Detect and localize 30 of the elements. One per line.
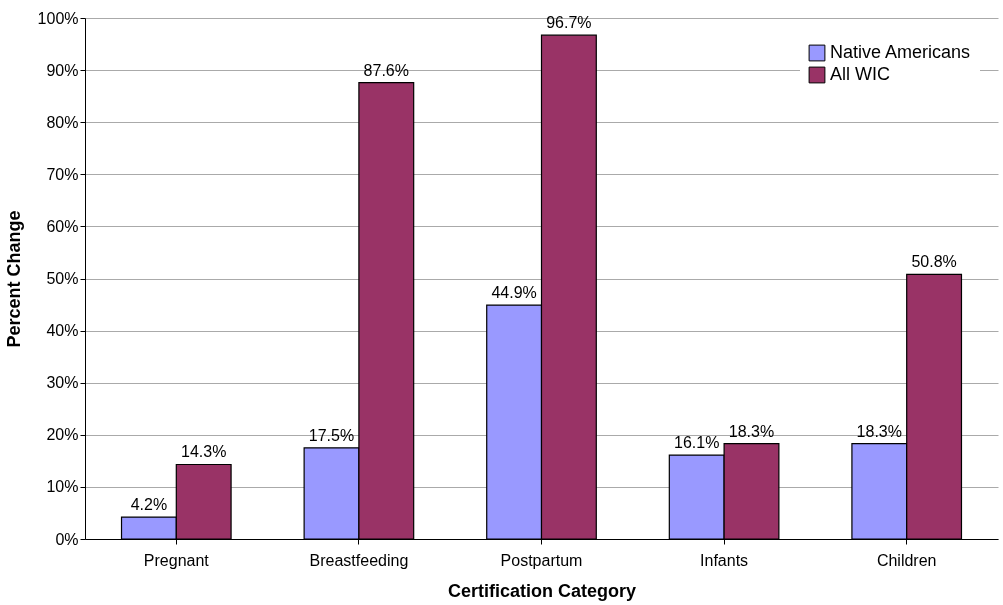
- data-label: 16.1%: [674, 434, 720, 452]
- y-tick-label: 100%: [37, 9, 79, 27]
- data-label: 96.7%: [546, 14, 592, 32]
- y-tick-label: 80%: [46, 113, 79, 131]
- x-tick-label: Infants: [700, 551, 749, 569]
- data-label: 44.9%: [491, 284, 537, 302]
- data-label: 50.8%: [911, 253, 957, 271]
- y-tick-label: 0%: [55, 530, 79, 548]
- x-tick-label: Breastfeeding: [309, 551, 409, 569]
- x-axis-title: Certification Category: [447, 580, 637, 601]
- y-tick-label: 70%: [46, 165, 79, 183]
- y-tick-label: 60%: [46, 217, 79, 235]
- y-tick-label: 40%: [46, 322, 79, 340]
- x-tick-label: Postpartum: [500, 551, 583, 569]
- y-tick-label: 50%: [46, 270, 79, 287]
- data-label: 14.3%: [181, 443, 227, 461]
- data-label: 17.5%: [308, 426, 355, 444]
- y-tick-label: 20%: [46, 426, 79, 444]
- y-tick-label: 10%: [46, 478, 79, 496]
- legend-label: All WIC: [830, 64, 890, 84]
- y-tick-label: 30%: [46, 374, 79, 392]
- x-tick-label: Children: [876, 551, 937, 569]
- data-label: 18.3%: [728, 422, 775, 440]
- legend-label: Native Americans: [830, 42, 971, 62]
- y-axis-title: Percent Change: [3, 210, 24, 348]
- data-label: 4.2%: [130, 496, 168, 514]
- y-tick-label: 90%: [46, 61, 79, 79]
- data-label: 87.6%: [363, 61, 409, 79]
- x-tick-label: Pregnant: [143, 551, 210, 569]
- data-label: 18.3%: [856, 422, 902, 440]
